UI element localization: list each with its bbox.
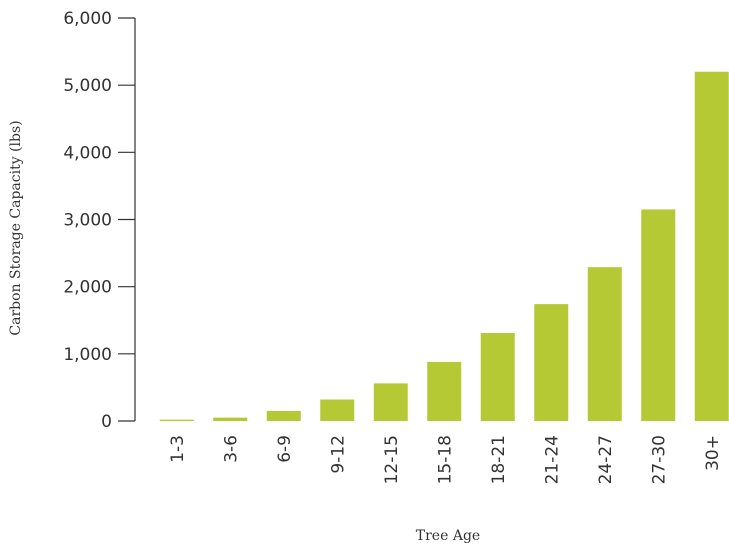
x-tick-label: 3-6: [221, 435, 241, 463]
bar-18-21: [480, 333, 515, 421]
x-axis: 1-3 3-6 6-9 9-12 12-15 15-18 18-21 21-24 24-27 27…: [168, 435, 723, 484]
y-tick-label: 0: [101, 412, 112, 432]
x-tick-label: 15-18: [435, 435, 455, 484]
x-tick-label: 30+: [703, 435, 723, 471]
x-tick-label: 1-3: [168, 435, 188, 463]
bar-9-12: [320, 399, 355, 421]
y-axis: 0 1,000 2,000 3,000 4,000 5,000 6,000: [63, 9, 136, 432]
x-tick-label: 24-27: [596, 435, 616, 484]
bars-group: [159, 71, 729, 421]
x-tick-label: 18-21: [489, 435, 509, 484]
x-tick-label: 6-9: [275, 435, 295, 463]
y-tick-label: 3,000: [63, 211, 112, 231]
x-tick-label: 9-12: [328, 435, 348, 474]
y-tick-label: 2,000: [63, 278, 112, 298]
bar-6-9: [266, 410, 301, 421]
x-tick-label: 21-24: [542, 435, 562, 484]
y-axis-title: Carbon Storage Capacity (lbs): [8, 120, 24, 335]
x-tick-label: 27-30: [649, 435, 669, 484]
bar-24-27: [587, 267, 622, 421]
bar-27-30: [641, 209, 676, 421]
bar-12-15: [373, 383, 408, 421]
x-tick-label: 12-15: [382, 435, 402, 484]
y-tick-label: 5,000: [63, 76, 112, 96]
x-axis-title: Tree Age: [416, 528, 480, 544]
bar-15-18: [427, 361, 462, 421]
bar-21-24: [534, 304, 569, 421]
bar-1-3: [159, 419, 194, 421]
bar-30+: [694, 71, 729, 421]
y-tick-label: 4,000: [63, 143, 112, 163]
y-tick-label: 6,000: [63, 9, 112, 29]
y-tick-label: 1,000: [63, 345, 112, 365]
bar-3-6: [213, 417, 248, 421]
